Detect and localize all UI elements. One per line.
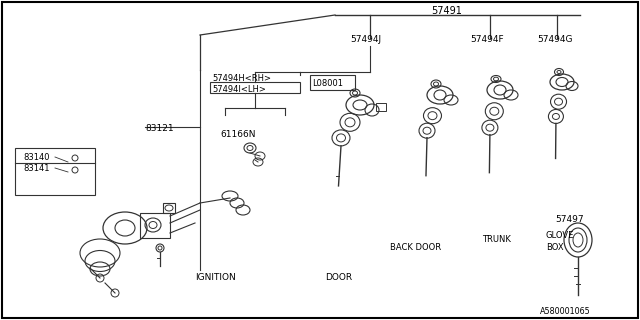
Text: 83140: 83140	[23, 153, 49, 162]
Text: 57494H<RH>: 57494H<RH>	[212, 74, 271, 83]
Bar	[15, 148, 95, 195]
Bar	[376, 103, 386, 111]
Text: 57494J: 57494J	[350, 35, 381, 44]
Text: A580001065: A580001065	[540, 307, 590, 316]
Text: 57497: 57497	[555, 215, 584, 225]
Text: BACK DOOR: BACK DOOR	[390, 244, 441, 252]
Text: 57491: 57491	[431, 6, 463, 16]
Text: 61166N: 61166N	[220, 130, 255, 139]
Text: 83141: 83141	[23, 164, 49, 172]
Text: TRUNK: TRUNK	[482, 236, 511, 244]
Text: DOOR: DOOR	[325, 274, 352, 283]
Bar	[140, 213, 170, 238]
Text: BOX: BOX	[546, 243, 564, 252]
Bar	[210, 82, 300, 93]
Text: 57494I<LH>: 57494I<LH>	[212, 84, 266, 93]
Text: GLOVE: GLOVE	[546, 230, 574, 239]
Bar	[163, 203, 175, 213]
Text: 57494G: 57494G	[537, 35, 573, 44]
Text: L08001: L08001	[312, 78, 343, 87]
Text: IGNITION: IGNITION	[195, 274, 236, 283]
Text: 83121: 83121	[145, 124, 173, 132]
Bar	[310, 75, 355, 90]
Text: 57494F: 57494F	[470, 35, 504, 44]
